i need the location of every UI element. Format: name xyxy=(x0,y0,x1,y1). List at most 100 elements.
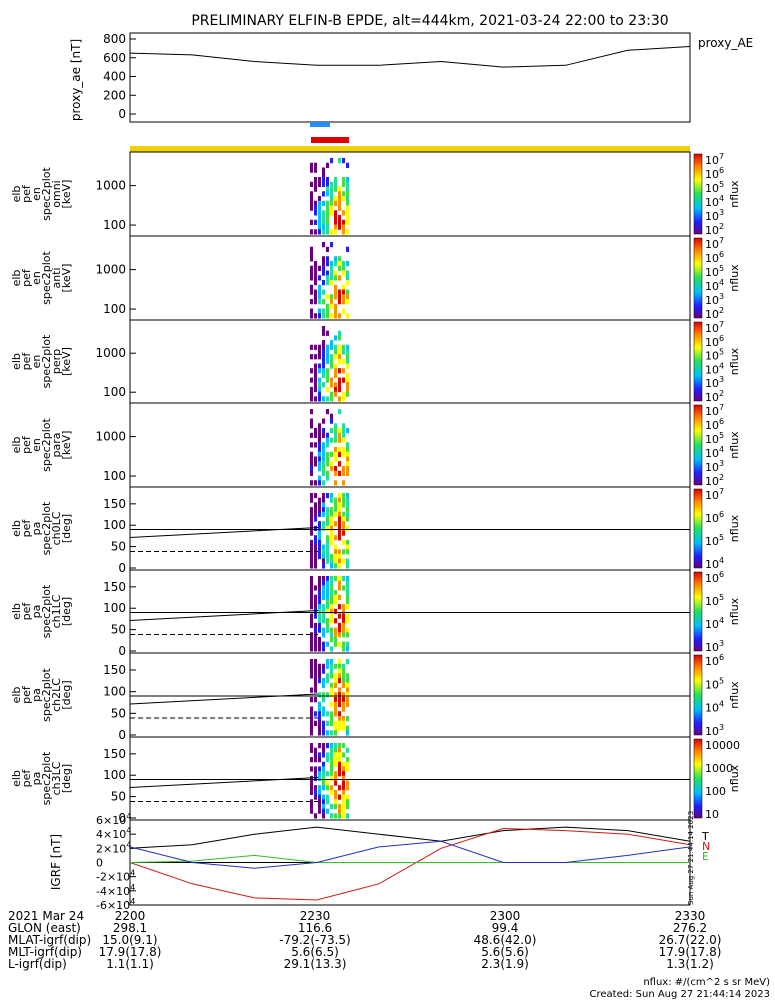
spectrogram-cell xyxy=(326,622,329,629)
spectrogram-cell xyxy=(318,308,321,314)
spectrogram-cell xyxy=(334,701,337,707)
spectrogram-cell xyxy=(342,752,345,758)
igrf-ytick-label: 0 xyxy=(96,857,103,870)
spectrogram-cell xyxy=(334,641,337,647)
spectrogram-cell xyxy=(338,299,341,305)
spectrogram-cell xyxy=(330,576,333,582)
spectrogram-cell xyxy=(322,576,325,582)
spectrogram-cell xyxy=(318,608,321,614)
spectrogram-cell xyxy=(326,451,329,457)
spectrogram-cell xyxy=(322,349,325,355)
orbit-value: 5.6(6.5) xyxy=(291,945,339,959)
spectrogram-cell xyxy=(318,789,321,796)
spectrogram-cell xyxy=(314,720,317,726)
spectrogram-cell xyxy=(310,456,313,462)
spectrogram-cell xyxy=(322,382,325,388)
colorbar-label: 107 xyxy=(705,152,724,167)
spectrogram-cell xyxy=(330,716,333,722)
spectrogram-cell xyxy=(314,313,317,319)
spectrogram-cell xyxy=(330,210,333,216)
spectrogram-cell xyxy=(322,451,325,457)
spectrogram-cell xyxy=(346,200,349,206)
spectrogram-cell xyxy=(330,682,333,688)
spectrogram-cell xyxy=(338,507,341,513)
spectrogram-cell xyxy=(322,480,325,486)
orbit-row-label: GLON (east) xyxy=(8,921,81,935)
spectrogram-cell xyxy=(346,377,349,383)
spectrogram-cell xyxy=(326,539,329,546)
spectrogram-cell xyxy=(346,599,349,605)
spectrogram-cell xyxy=(310,461,313,467)
spectrogram-cell xyxy=(318,535,321,541)
spectrogram-cell xyxy=(346,294,349,300)
spectrogram-cell xyxy=(346,349,349,355)
spectrogram-cell xyxy=(314,627,317,633)
spectrogram-cell xyxy=(310,785,313,791)
spectrogram-cell xyxy=(346,447,349,453)
spectrogram-cell xyxy=(318,576,321,582)
spectrogram-cell xyxy=(310,497,313,503)
spectrogram-cell xyxy=(322,525,325,531)
spectrogram-cell xyxy=(310,743,313,749)
spectrogram-cell xyxy=(334,447,337,453)
spectrogram-cell xyxy=(334,799,337,805)
colorbar-label: 104 xyxy=(705,194,724,209)
panel-ylabel: spec2plot xyxy=(40,501,53,555)
spectrogram-cell xyxy=(346,590,349,596)
spectrogram-cell xyxy=(326,256,329,262)
spectrogram-cell xyxy=(330,275,333,281)
spectrogram-cell xyxy=(314,544,317,550)
spectrogram-cell xyxy=(314,794,317,800)
spectrogram-cell xyxy=(318,294,321,300)
ae-ylabel: proxy_ae [nT] xyxy=(69,39,83,121)
spectrogram-cell xyxy=(310,646,313,652)
spectrogram-cell xyxy=(338,437,341,443)
spectrogram-cell xyxy=(338,219,341,225)
igrf-ylabel: IGRF [nT] xyxy=(49,834,63,890)
spectrogram-cell xyxy=(346,549,349,555)
spectrogram-cell xyxy=(338,409,341,415)
spectrogram-cell xyxy=(326,470,329,476)
spectrogram-cell xyxy=(346,544,349,550)
orbit-row-label: 2021 Mar 24 xyxy=(8,909,84,923)
spectrogram-cell xyxy=(342,576,345,582)
spectrogram-cell xyxy=(338,803,341,810)
spectrogram-cell xyxy=(326,294,329,300)
spectrogram-cell xyxy=(326,794,329,800)
spectrogram-cell xyxy=(346,747,349,753)
ae-line xyxy=(129,46,691,68)
spectrogram-cell xyxy=(338,622,341,629)
pa-ytick-label: 50 xyxy=(111,540,126,554)
spectrogram-cell xyxy=(318,480,321,486)
spectrogram-cell xyxy=(310,604,313,610)
panel-ylabel: spec2plot xyxy=(40,418,53,472)
spectrogram-cell xyxy=(326,303,329,309)
spectrogram-cell xyxy=(330,558,333,564)
spectrogram-cell xyxy=(314,428,317,434)
spectrogram-cell xyxy=(338,200,341,206)
spectrogram-cell xyxy=(314,377,317,383)
spectrogram-cell xyxy=(338,358,341,364)
spectrogram-cell xyxy=(318,730,321,736)
spectrogram-cell xyxy=(346,558,349,564)
spectrogram-cell xyxy=(318,224,321,230)
spectrogram-cell xyxy=(338,525,341,531)
panel-ylabel: elb xyxy=(10,437,23,454)
ae-legend: proxy_AE xyxy=(698,36,753,50)
spectrogram-cell xyxy=(318,706,321,712)
spectrogram-cell xyxy=(334,294,337,300)
spectrogram-cell xyxy=(314,363,317,369)
spectrogram-cell xyxy=(326,224,329,230)
spectrogram-cell xyxy=(314,771,317,777)
spectrogram-cell xyxy=(310,553,313,560)
spectrogram-cell xyxy=(342,158,345,164)
spectrogram-cell xyxy=(310,219,313,225)
spectrogram-cell xyxy=(314,641,317,647)
spectrogram-cell xyxy=(326,432,329,438)
spectrogram-cell xyxy=(346,618,349,624)
spectrogram-cell xyxy=(314,673,317,679)
spectrogram-cell xyxy=(346,525,349,531)
colorbar-title: nflux xyxy=(728,264,741,292)
colorbar-label: 100 xyxy=(705,785,726,798)
